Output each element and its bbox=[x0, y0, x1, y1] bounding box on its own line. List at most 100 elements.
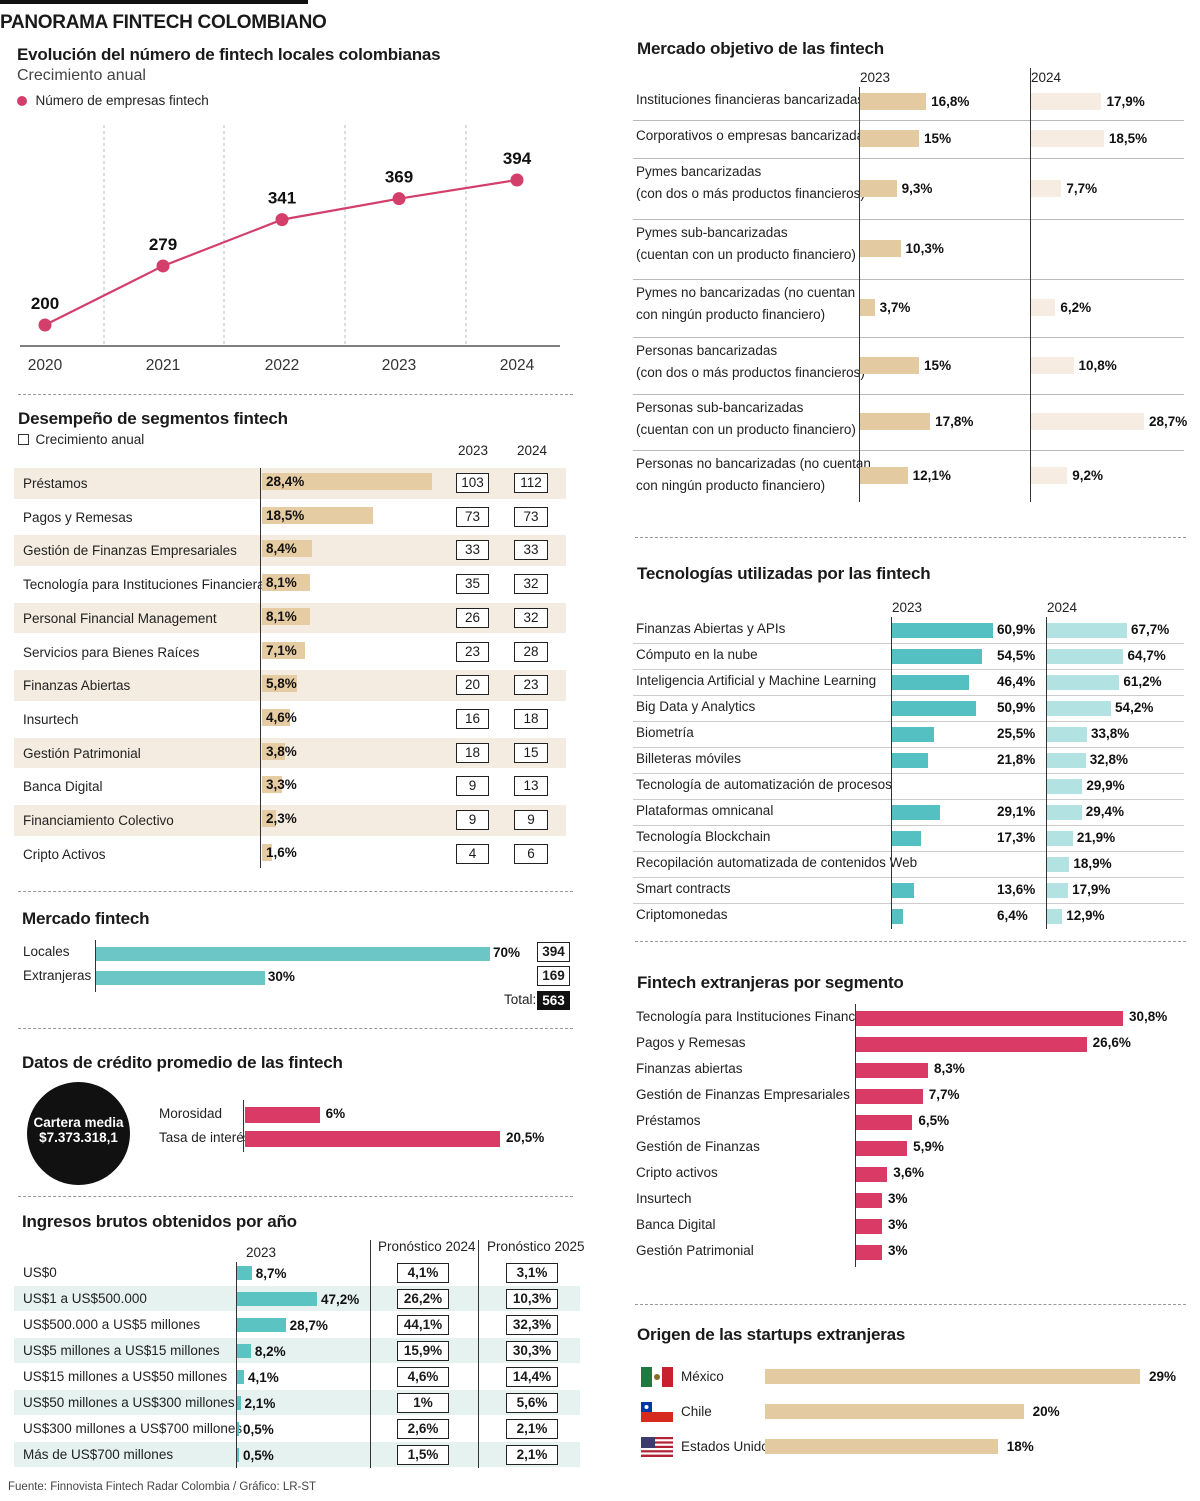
foreign-label: Cripto activos bbox=[636, 1165, 718, 1180]
foreign-pct: 30,8% bbox=[1129, 1009, 1168, 1024]
tech-pct-2023: 54,5% bbox=[997, 648, 1036, 663]
tech-pct-2024: 64,7% bbox=[1127, 648, 1166, 663]
segment-2023: 20 bbox=[456, 675, 489, 696]
segment-pct: 7,1% bbox=[266, 642, 297, 658]
revenue-p2024: 26,2% bbox=[397, 1289, 449, 1309]
data-point bbox=[510, 173, 524, 187]
target-bar-2024 bbox=[1031, 299, 1056, 316]
origin-bar bbox=[765, 1439, 998, 1454]
segment-label: Préstamos bbox=[23, 476, 88, 491]
segment-bar bbox=[262, 506, 373, 524]
divider bbox=[635, 537, 1186, 538]
data-label: 369 bbox=[385, 168, 413, 187]
row-separator bbox=[633, 747, 1184, 748]
revenue-label: US$5 millones a US$15 millones bbox=[23, 1343, 220, 1358]
tech-pct-2023: 6,4% bbox=[997, 908, 1028, 923]
source-note: Fuente: Finnovista Fintech Radar Colombi… bbox=[8, 1481, 317, 1493]
foreign-bar bbox=[856, 1219, 882, 1234]
foreign-label: Tecnología para Instituciones Financiera… bbox=[636, 1009, 885, 1024]
tech-pct-2023: 60,9% bbox=[997, 622, 1036, 637]
revenue-bar bbox=[237, 1292, 317, 1306]
credit-pct: 6% bbox=[325, 1106, 346, 1121]
row-separator bbox=[633, 903, 1184, 904]
segment-label: Servicios para Bienes Raíces bbox=[23, 644, 200, 660]
segment-bar bbox=[262, 843, 272, 861]
divider bbox=[635, 941, 1186, 942]
origin-pct: 18% bbox=[1006, 1439, 1034, 1454]
segment-2024: 15 bbox=[514, 742, 548, 763]
segments-axis bbox=[260, 468, 262, 868]
divider bbox=[18, 1028, 573, 1029]
segment-2024: 13 bbox=[514, 776, 548, 797]
target-pct-2024: 9,2% bbox=[1072, 468, 1103, 483]
segment-bar bbox=[262, 742, 285, 760]
tech-pct-2024: 18,9% bbox=[1073, 856, 1112, 871]
tech-bar-2023 bbox=[892, 701, 977, 716]
target-pct-2024: 7,7% bbox=[1066, 180, 1098, 196]
foreign-label: Finanzas abiertas bbox=[636, 1061, 743, 1076]
segment-bar bbox=[262, 641, 305, 659]
target-pct-2024: 28,7% bbox=[1149, 414, 1188, 429]
evolution-line-chart: 200 2020 279 2021 341 2022 369 2023 394 2024 bbox=[20, 125, 560, 374]
foreign-bar bbox=[856, 1089, 923, 1104]
row-separator bbox=[633, 721, 1184, 722]
target-pct-2023: 9,3% bbox=[901, 180, 933, 196]
target-bar-2023 bbox=[860, 179, 897, 197]
market-pct: 30% bbox=[267, 969, 295, 984]
foreign-bar bbox=[856, 1141, 908, 1156]
revenue-p2025: 14,4% bbox=[506, 1367, 558, 1387]
foreign-title: Fintech extranjeras por segmento bbox=[637, 973, 904, 992]
foreign-bar bbox=[856, 1167, 888, 1182]
revenue-bar bbox=[237, 1344, 251, 1358]
segment-pct: 28,4% bbox=[266, 474, 305, 489]
market-bar bbox=[96, 971, 265, 985]
header-rule bbox=[0, 0, 308, 4]
row-separator bbox=[633, 120, 1184, 121]
revenue-p2024: 15,9% bbox=[397, 1341, 449, 1361]
tech-axis-2024 bbox=[1046, 617, 1048, 929]
target-pct-2023: 3,7% bbox=[879, 300, 911, 315]
origin-pct: 20% bbox=[1032, 1404, 1060, 1419]
revenue-col-p2024: Pronóstico 2024 bbox=[378, 1239, 476, 1254]
target-pct-2023: 16,8% bbox=[931, 94, 970, 109]
segment-label: Finanzas Abiertas bbox=[23, 678, 131, 694]
foreign-bar bbox=[856, 1193, 882, 1208]
segment-2024: 33 bbox=[514, 540, 548, 561]
target-bar-2024 bbox=[1031, 413, 1144, 430]
tech-pct-2024: 29,9% bbox=[1086, 778, 1125, 793]
revenue-pct: 47,2% bbox=[321, 1292, 360, 1307]
row-separator bbox=[633, 394, 1184, 395]
evolution-legend-label: Número de empresas fintech bbox=[35, 93, 209, 109]
foreign-axis bbox=[855, 1004, 857, 1267]
market-pct: 70% bbox=[493, 945, 521, 960]
segment-2023: 9 bbox=[456, 810, 489, 830]
foreign-pct: 8,3% bbox=[933, 1061, 965, 1076]
tech-bar-2024 bbox=[1047, 857, 1070, 872]
foreign-pct: 3% bbox=[888, 1191, 908, 1206]
segment-2024: 23 bbox=[514, 675, 548, 696]
foreign-pct: 3,6% bbox=[893, 1165, 924, 1180]
segment-2023: 73 bbox=[456, 506, 489, 527]
tech-pct-2024: 12,9% bbox=[1066, 908, 1105, 923]
foreign-label: Gestión de Finanzas bbox=[636, 1139, 760, 1154]
legend-square-icon bbox=[18, 434, 29, 446]
segment-2024: 32 bbox=[514, 607, 548, 628]
tech-bar-2024 bbox=[1047, 883, 1069, 898]
target-bar-2023 bbox=[860, 240, 901, 257]
revenue-label: US$50 millones a US$300 millones bbox=[23, 1395, 235, 1410]
segment-bar bbox=[262, 776, 282, 794]
legend-dot-icon bbox=[17, 95, 27, 106]
origin-bar bbox=[765, 1404, 1024, 1419]
tech-bar-2023 bbox=[892, 883, 915, 898]
foreign-pct: 5,9% bbox=[913, 1139, 944, 1154]
revenue-pct: 4,1% bbox=[247, 1370, 279, 1385]
row-separator bbox=[633, 643, 1184, 644]
market-label: Locales bbox=[23, 944, 70, 959]
tech-pct-2023: 25,5% bbox=[997, 726, 1036, 741]
target-label: Corporativos o empresas bancarizadas bbox=[636, 128, 871, 143]
segment-2024: 18 bbox=[514, 708, 548, 729]
revenue-p2024: 2,6% bbox=[397, 1419, 449, 1439]
revenue-col-sep bbox=[370, 1240, 372, 1468]
revenue-label: US$300 millones a US$700 millones bbox=[23, 1421, 243, 1436]
tech-pct-2023: 29,1% bbox=[997, 804, 1036, 819]
